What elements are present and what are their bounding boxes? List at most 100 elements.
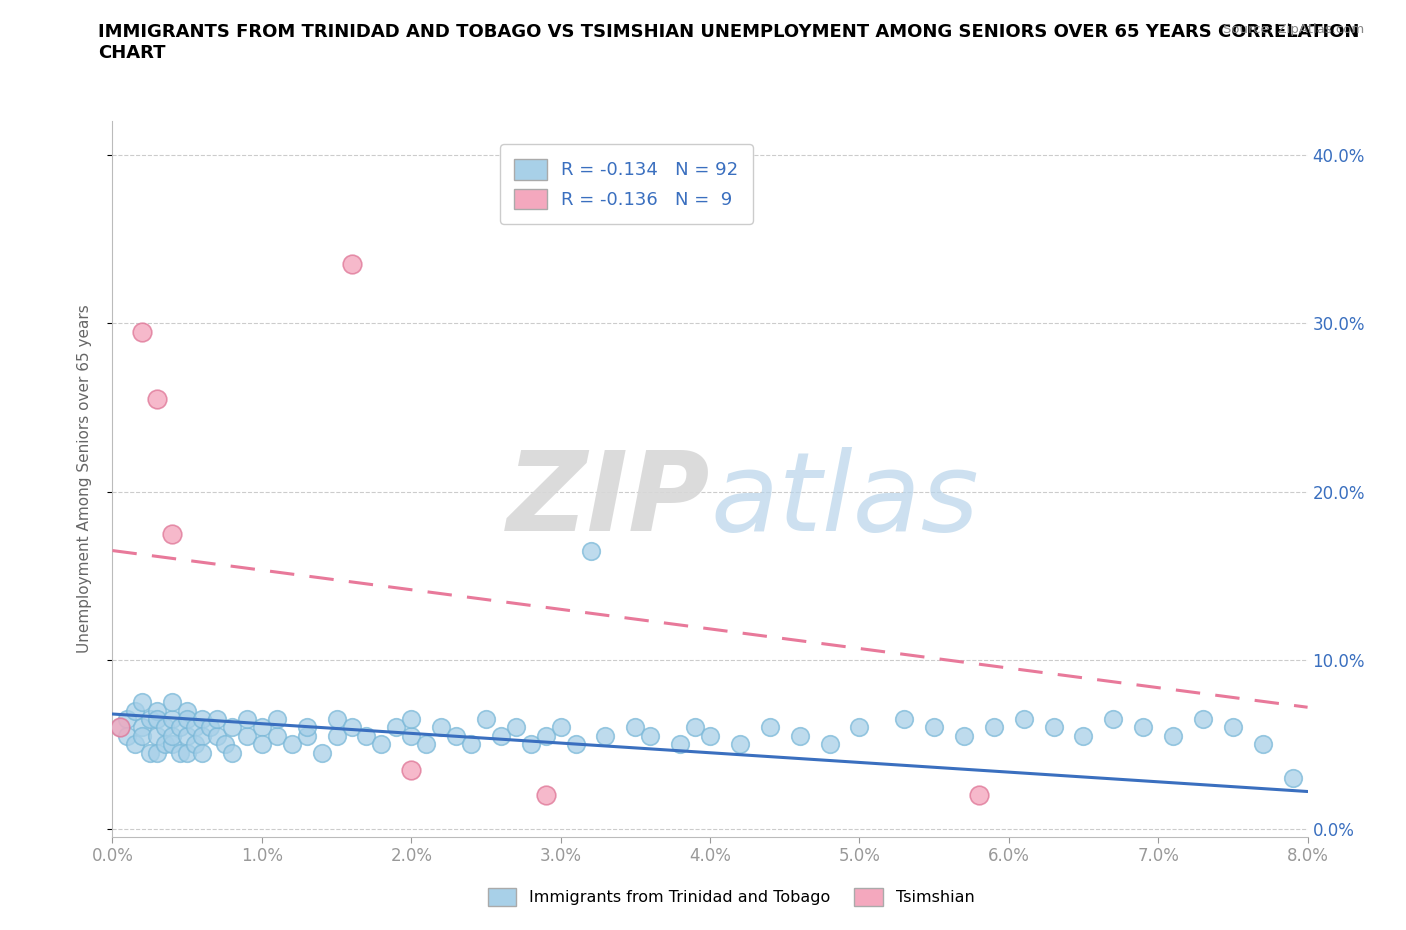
Point: [131, 695, 153, 710]
Point: [221, 720, 243, 735]
Point: [325, 711, 347, 726]
Point: [117, 711, 139, 726]
Point: [162, 526, 183, 541]
Point: [176, 745, 198, 760]
Point: [624, 720, 647, 735]
Point: [579, 543, 602, 558]
Point: [1012, 711, 1035, 726]
Point: [1251, 737, 1274, 751]
Point: [848, 720, 870, 735]
Point: [153, 720, 176, 735]
Point: [169, 720, 191, 735]
Point: [250, 720, 273, 735]
Point: [176, 711, 198, 726]
Point: [221, 745, 243, 760]
Point: [117, 728, 139, 743]
Point: [153, 737, 176, 751]
Point: [131, 720, 153, 735]
Point: [967, 788, 990, 803]
Point: [266, 711, 288, 726]
Point: [146, 703, 169, 718]
Point: [385, 720, 408, 735]
Point: [281, 737, 304, 751]
Point: [595, 728, 617, 743]
Point: [146, 392, 169, 406]
Point: [162, 711, 183, 726]
Point: [489, 728, 512, 743]
Point: [146, 711, 169, 726]
Point: [162, 737, 183, 751]
Point: [534, 788, 557, 803]
Point: [401, 763, 423, 777]
Point: [370, 737, 392, 751]
Point: [520, 737, 543, 751]
Point: [191, 728, 214, 743]
Point: [1042, 720, 1064, 735]
Point: [176, 728, 198, 743]
Point: [124, 703, 146, 718]
Text: atlas: atlas: [710, 447, 979, 554]
Point: [108, 720, 131, 735]
Point: [183, 737, 205, 751]
Point: [1192, 711, 1215, 726]
Point: [818, 737, 841, 751]
Point: [325, 728, 347, 743]
Point: [415, 737, 437, 751]
Point: [205, 711, 228, 726]
Point: [444, 728, 467, 743]
Legend: R = -0.134   N = 92, R = -0.136   N =  9: R = -0.134 N = 92, R = -0.136 N = 9: [501, 144, 752, 224]
Point: [131, 728, 153, 743]
Point: [169, 745, 191, 760]
Point: [893, 711, 915, 726]
Point: [146, 745, 169, 760]
Point: [124, 737, 146, 751]
Point: [191, 711, 214, 726]
Point: [266, 728, 288, 743]
Point: [1222, 720, 1244, 735]
Point: [1161, 728, 1184, 743]
Point: [131, 324, 153, 339]
Point: [669, 737, 692, 751]
Point: [475, 711, 498, 726]
Point: [683, 720, 706, 735]
Point: [162, 728, 183, 743]
Point: [640, 728, 662, 743]
Point: [250, 737, 273, 751]
Point: [1102, 711, 1125, 726]
Point: [183, 720, 205, 735]
Point: [401, 711, 423, 726]
Point: [460, 737, 482, 751]
Point: [759, 720, 782, 735]
Point: [340, 720, 363, 735]
Y-axis label: Unemployment Among Seniors over 65 years: Unemployment Among Seniors over 65 years: [77, 305, 91, 653]
Point: [214, 737, 236, 751]
Point: [922, 720, 945, 735]
Point: [205, 728, 228, 743]
Point: [139, 745, 162, 760]
Point: [699, 728, 721, 743]
Point: [146, 728, 169, 743]
Point: [176, 703, 198, 718]
Text: ZIP: ZIP: [506, 447, 710, 554]
Point: [728, 737, 751, 751]
Point: [1281, 771, 1303, 786]
Text: IMMIGRANTS FROM TRINIDAD AND TOBAGO VS TSIMSHIAN UNEMPLOYMENT AMONG SENIORS OVER: IMMIGRANTS FROM TRINIDAD AND TOBAGO VS T…: [98, 23, 1360, 62]
Point: [564, 737, 586, 751]
Point: [295, 720, 318, 735]
Point: [534, 728, 557, 743]
Text: Source: ZipAtlas.com: Source: ZipAtlas.com: [1223, 23, 1364, 36]
Point: [139, 711, 162, 726]
Point: [340, 257, 363, 272]
Point: [236, 711, 259, 726]
Point: [198, 720, 221, 735]
Point: [295, 728, 318, 743]
Point: [983, 720, 1005, 735]
Point: [356, 728, 378, 743]
Point: [236, 728, 259, 743]
Point: [789, 728, 811, 743]
Point: [430, 720, 453, 735]
Point: [311, 745, 333, 760]
Point: [1073, 728, 1095, 743]
Legend: Immigrants from Trinidad and Tobago, Tsimshian: Immigrants from Trinidad and Tobago, Tsi…: [481, 882, 981, 912]
Point: [108, 720, 131, 735]
